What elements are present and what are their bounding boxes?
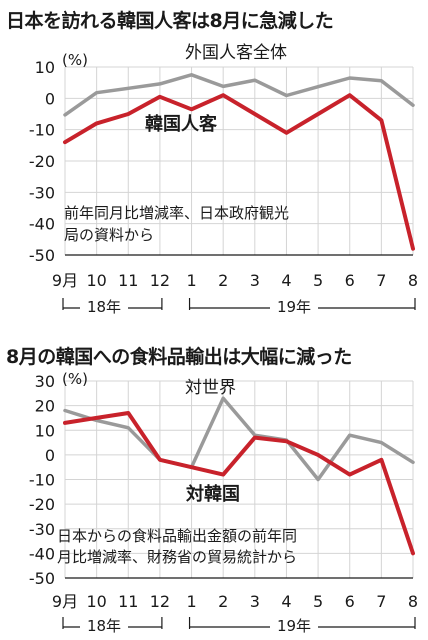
- y-tick-label: -10: [29, 121, 55, 140]
- y-tick-label: -50: [29, 569, 55, 588]
- y-tick-label: 10: [35, 58, 55, 77]
- x-tick-label: 5: [313, 592, 323, 611]
- series-line-total: [63, 73, 415, 117]
- series-label: 対世界: [185, 378, 236, 398]
- chart1-title: 日本を訪れる韓国人客は8月に急減した: [6, 10, 334, 32]
- source-note: 日本からの食料品輸出金額の前年同: [57, 527, 297, 545]
- x-tick-label: 3: [250, 271, 260, 290]
- x-tick-label: 5: [313, 271, 323, 290]
- x-tick-label: 8: [408, 592, 418, 611]
- year-label: 18年: [87, 617, 121, 635]
- x-tick-label: 8: [408, 271, 418, 290]
- series-line-korea: [63, 93, 415, 251]
- x-tick-label: 9月: [52, 592, 78, 611]
- x-tick-label: 9月: [52, 271, 78, 290]
- source-note: 月比増減率、財務省の貿易統計から: [57, 548, 297, 566]
- x-tick-label: 11: [118, 592, 138, 611]
- source-note: 局の資料から: [64, 226, 154, 244]
- unit-label: (%): [62, 51, 88, 69]
- y-tick-label: 0: [45, 89, 55, 108]
- x-tick-label: 4: [281, 271, 291, 290]
- series-label: 対韓国: [185, 483, 240, 505]
- series-label: 韓国人客: [145, 113, 218, 135]
- y-tick-label: 20: [35, 397, 55, 416]
- series-line-total: [63, 396, 415, 482]
- x-tick-label: 11: [118, 271, 138, 290]
- y-tick-label: -30: [29, 520, 55, 539]
- x-tick-label: 4: [281, 592, 291, 611]
- year-label: 19年: [277, 617, 311, 635]
- y-tick-label: -50: [29, 246, 55, 265]
- y-tick-label: -30: [29, 183, 55, 202]
- year-label: 19年: [277, 298, 311, 316]
- x-tick-label: 1: [186, 271, 196, 290]
- year-label: 18年: [87, 298, 121, 316]
- chart2-title: 8月の韓国への食料品輸出は大幅に減った: [6, 346, 352, 368]
- source-note: 前年同月比増減率、日本政府観光: [64, 204, 289, 222]
- y-tick-label: -40: [29, 544, 55, 563]
- x-tick-label: 12: [150, 592, 170, 611]
- x-tick-label: 10: [86, 592, 106, 611]
- y-tick-label: -20: [29, 495, 55, 514]
- y-tick-label: -40: [29, 215, 55, 234]
- series-line-korea: [63, 411, 415, 556]
- y-tick-label: -20: [29, 152, 55, 171]
- x-tick-label: 2: [218, 592, 228, 611]
- x-tick-label: 7: [376, 271, 386, 290]
- x-tick-label: 10: [86, 271, 106, 290]
- x-tick-label: 1: [186, 592, 196, 611]
- y-tick-label: 0: [45, 446, 55, 465]
- x-tick-label: 7: [376, 592, 386, 611]
- x-tick-label: 12: [150, 271, 170, 290]
- x-tick-label: 3: [250, 592, 260, 611]
- series-label: 外国人客全体: [185, 43, 287, 63]
- y-tick-label: 30: [35, 372, 55, 391]
- y-tick-label: -10: [29, 471, 55, 490]
- unit-label: (%): [62, 370, 88, 388]
- x-tick-label: 2: [218, 271, 228, 290]
- x-tick-label: 6: [345, 592, 355, 611]
- x-tick-label: 6: [345, 271, 355, 290]
- y-tick-label: 10: [35, 421, 55, 440]
